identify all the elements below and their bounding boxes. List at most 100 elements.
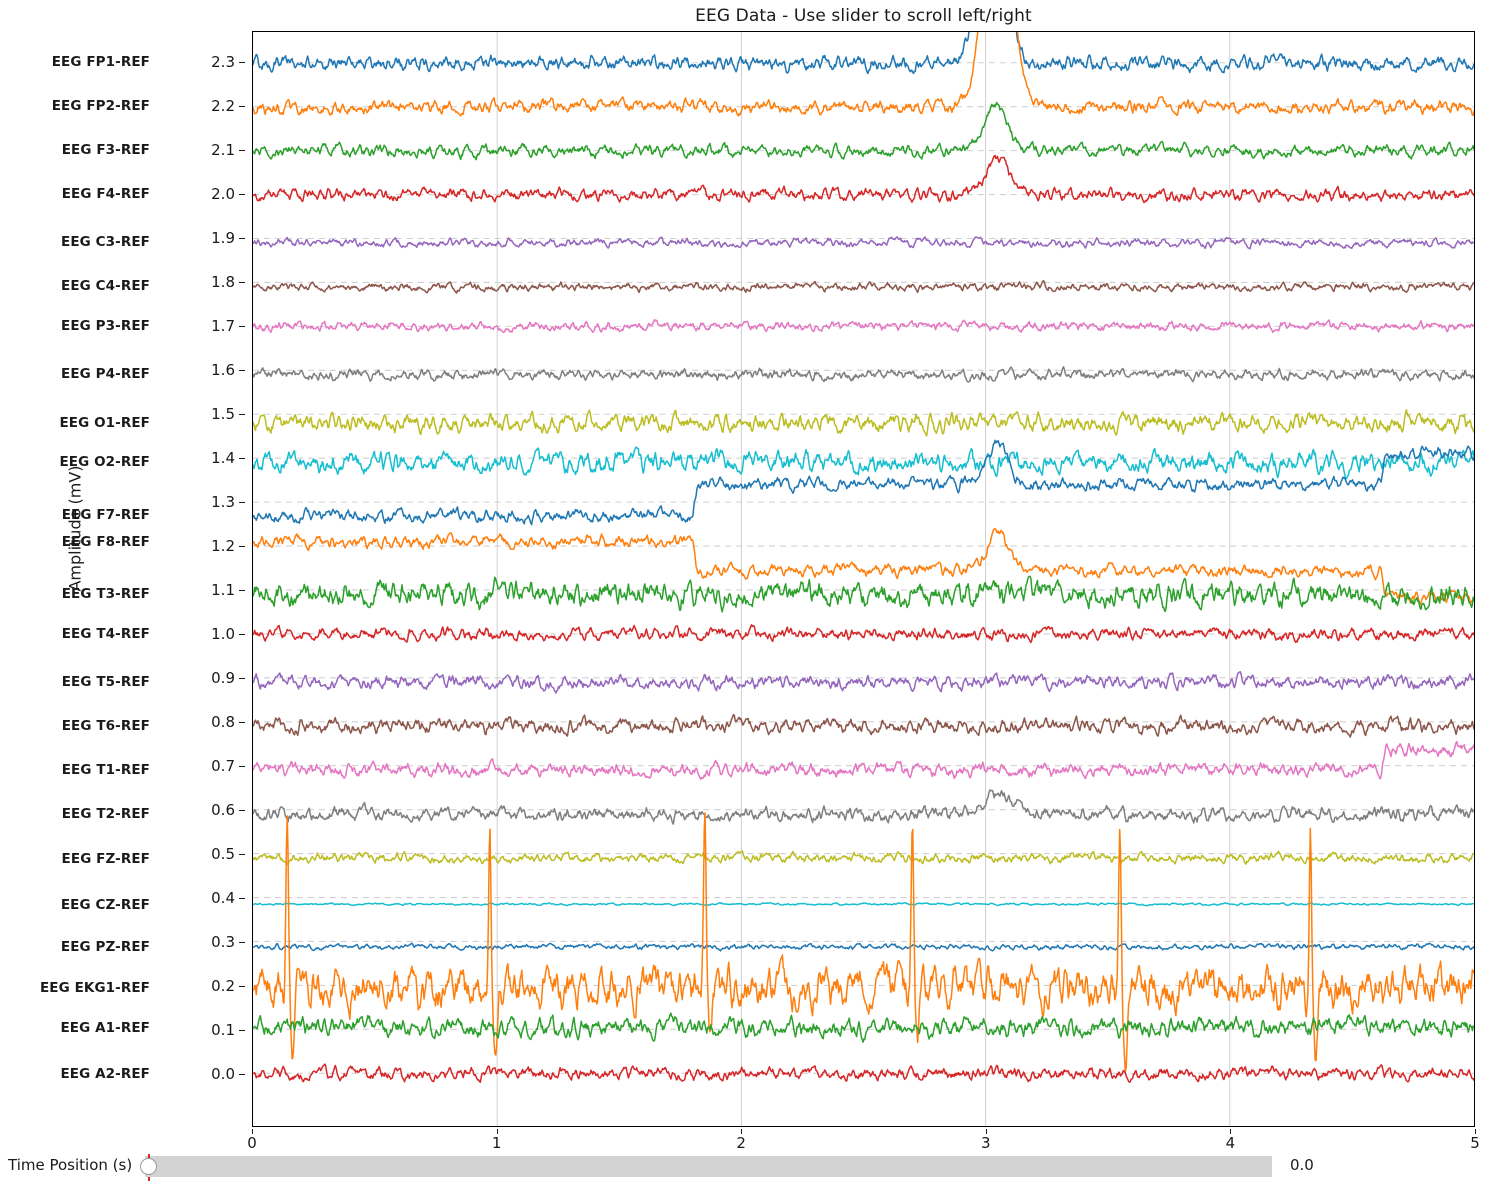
y-tick-label: 2.2 xyxy=(211,96,235,115)
eeg-trace xyxy=(253,1012,1474,1043)
channel-label: EEG O1-REF xyxy=(59,414,150,431)
y-tick-label: 1.8 xyxy=(211,272,235,291)
channel-label: EEG FP2-REF xyxy=(51,97,150,114)
channel-label: EEG C4-REF xyxy=(61,278,150,295)
y-tick-label: 2.3 xyxy=(211,52,235,71)
y-tick-label: 1.3 xyxy=(211,492,235,511)
x-tick-mark xyxy=(985,1129,987,1134)
eeg-trace xyxy=(253,624,1474,644)
channel-label: EEG T5-REF xyxy=(61,674,150,691)
slider-tick-top-icon xyxy=(148,1154,150,1158)
page-title: EEG Data - Use slider to scroll left/rig… xyxy=(695,6,1032,26)
y-tick-label: 2.0 xyxy=(211,184,235,203)
channel-label: EEG F8-REF xyxy=(61,533,150,550)
channel-label: EEG P4-REF xyxy=(61,366,150,383)
eeg-trace xyxy=(253,32,1474,117)
y-tick-label: 1.0 xyxy=(211,625,235,644)
y-tick-label: 0.2 xyxy=(211,977,235,996)
channel-label: EEG O2-REF xyxy=(59,454,150,471)
y-axis-title: Amplitude (mV) xyxy=(65,465,85,592)
y-tick-label: 0.7 xyxy=(211,757,235,776)
eeg-trace xyxy=(253,1063,1474,1084)
y-tick-mark xyxy=(239,590,245,591)
y-tick-label: 1.5 xyxy=(211,404,235,423)
channel-label: EEG T1-REF xyxy=(61,762,150,779)
y-tick-label: 0.0 xyxy=(211,1065,235,1084)
y-tick-mark xyxy=(239,854,245,856)
channel-label: EEG A1-REF xyxy=(60,1019,150,1036)
slider-handle[interactable] xyxy=(140,1158,157,1175)
x-tick-label: 1 xyxy=(491,1134,502,1152)
time-position-slider-row[interactable]: Time Position (s) 0.0 xyxy=(0,1152,1492,1182)
y-tick-mark xyxy=(239,810,245,812)
y-tick-mark xyxy=(239,678,245,680)
y-tick-mark xyxy=(239,1030,245,1032)
slider-track[interactable] xyxy=(145,1156,1272,1177)
y-tick-mark xyxy=(239,105,245,107)
y-tick-label: 1.9 xyxy=(211,228,235,247)
eeg-trace xyxy=(253,942,1474,952)
y-tick-mark xyxy=(239,281,245,283)
eeg-trace xyxy=(253,901,1474,907)
eeg-trace xyxy=(253,101,1474,161)
channel-label: EEG F7-REF xyxy=(61,507,150,524)
y-tick-mark xyxy=(239,413,245,415)
channel-label: EEG CZ-REF xyxy=(60,896,150,913)
y-tick-mark xyxy=(239,986,245,988)
channel-label: EEG F3-REF xyxy=(61,141,150,158)
y-tick-mark xyxy=(239,61,245,63)
x-tick-mark xyxy=(496,1129,498,1134)
eeg-trace-layer xyxy=(253,32,1474,1084)
y-tick-label: 0.1 xyxy=(211,1021,235,1040)
y-tick-mark xyxy=(239,369,245,371)
eeg-trace xyxy=(253,318,1474,334)
eeg-trace xyxy=(253,236,1474,250)
channel-label: EEG FZ-REF xyxy=(61,850,150,867)
eeg-plot-area[interactable] xyxy=(252,31,1475,1127)
y-tick-mark xyxy=(239,545,245,547)
y-tick-mark xyxy=(239,149,245,151)
channel-label: EEG T3-REF xyxy=(61,586,150,603)
eeg-trace xyxy=(253,713,1474,738)
eeg-trace xyxy=(253,446,1474,480)
y-tick-label: 0.8 xyxy=(211,713,235,732)
channel-label: EEG P3-REF xyxy=(61,317,150,334)
y-tick-mark xyxy=(239,237,245,239)
channel-label: EEG T4-REF xyxy=(61,626,150,643)
y-tick-label: 2.1 xyxy=(211,140,235,159)
eeg-trace xyxy=(253,812,1474,1073)
y-tick-label: 1.4 xyxy=(211,448,235,467)
slider-tick-bottom-icon xyxy=(148,1177,150,1181)
channel-label: EEG C3-REF xyxy=(61,234,150,251)
eeg-trace xyxy=(253,670,1474,694)
x-tick-label: 4 xyxy=(1225,1134,1236,1152)
eeg-trace xyxy=(253,154,1474,204)
y-tick-label: 1.2 xyxy=(211,536,235,555)
slider-value: 0.0 xyxy=(1290,1156,1314,1174)
eeg-trace xyxy=(253,366,1474,383)
y-tick-label: 0.9 xyxy=(211,669,235,688)
y-tick-mark xyxy=(239,898,245,900)
x-tick-mark xyxy=(252,1129,253,1134)
y-tick-label: 0.5 xyxy=(211,845,235,864)
y-tick-label: 0.3 xyxy=(211,933,235,952)
x-axis-tick-row: 0 1 2 3 4 5 xyxy=(247,1129,1480,1159)
eeg-trace xyxy=(253,575,1474,613)
y-tick-mark xyxy=(239,1074,245,1076)
eeg-trace xyxy=(253,527,1474,606)
channel-label: EEG T6-REF xyxy=(61,718,150,735)
eeg-trace xyxy=(253,850,1474,866)
x-tick-mark xyxy=(1475,1129,1476,1134)
y-axis-tick-column: 0.0 0.1 0.2 0.3 0.4 0.5 0.6 0.7 0.8 0.9 1.0 1.1 1.2 1… xyxy=(195,31,245,1127)
y-tick-mark xyxy=(239,193,245,195)
x-tick-label: 3 xyxy=(981,1134,991,1152)
eeg-trace xyxy=(253,789,1474,825)
y-tick-mark xyxy=(239,325,245,327)
y-tick-label: 0.4 xyxy=(211,889,235,908)
slider-label: Time Position (s) xyxy=(8,1156,133,1174)
y-tick-label: 1.1 xyxy=(211,581,235,599)
y-tick-mark xyxy=(239,722,245,724)
x-tick-label: 5 xyxy=(1470,1134,1480,1152)
channel-label: EEG T2-REF xyxy=(61,806,150,823)
eeg-trace xyxy=(253,439,1474,526)
